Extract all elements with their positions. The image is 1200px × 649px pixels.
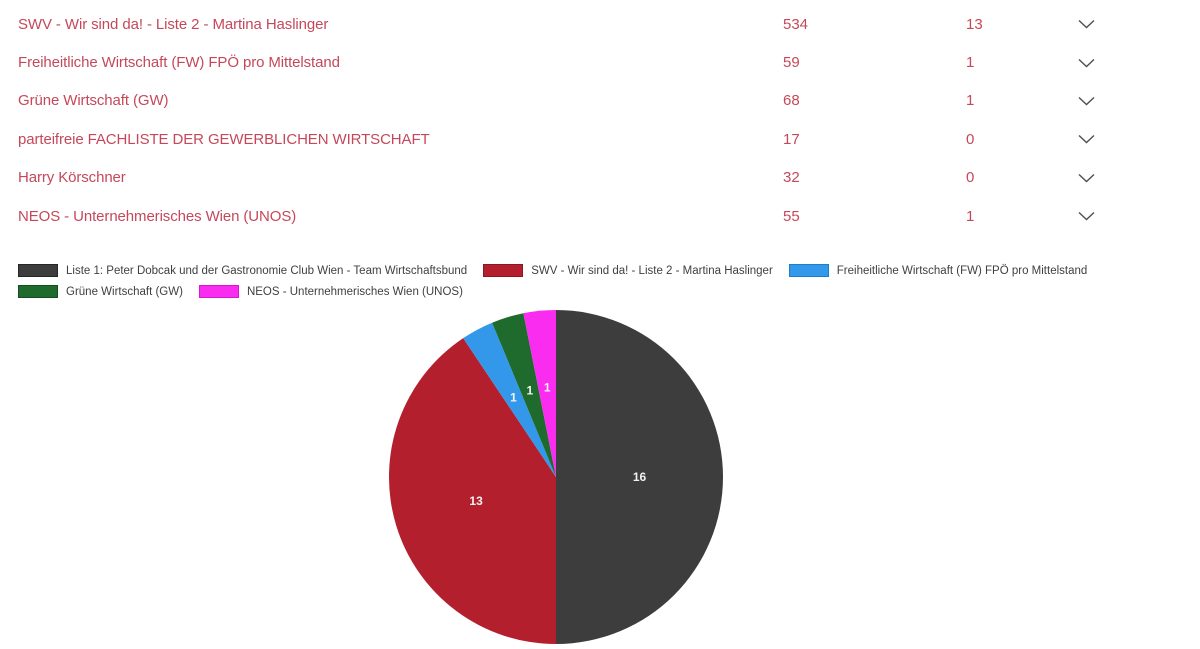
expand-row-button[interactable] [1078,19,1102,29]
party-name: Harry Körschner [18,169,126,187]
pie-slice[interactable] [556,310,723,644]
chevron-down-icon [1078,135,1095,144]
chevron-down-icon [1078,212,1095,221]
votes-value: 68 [783,92,800,110]
legend-swatch [483,264,524,277]
expand-row-button[interactable] [1078,134,1102,144]
table-row: Freiheitliche Wirtschaft (FW) FPÖ pro Mi… [0,43,1200,81]
legend-item[interactable]: Liste 1: Peter Dobcak und der Gastronomi… [18,264,467,277]
mandates-value: 0 [966,169,975,187]
legend-label: SWV - Wir sind da! - Liste 2 - Martina H… [531,264,773,277]
legend-swatch [198,285,239,298]
party-name: NEOS - Unternehmerisches Wien (UNOS) [18,207,297,225]
legend-label: Freiheitliche Wirtschaft (FW) FPÖ pro Mi… [836,264,1088,277]
party-name: parteifreie FACHLISTE DER GEWERBLICHEN W… [18,130,430,148]
mandates-value: 13 [966,15,983,33]
mandates-value: 1 [966,54,975,72]
pie-slice-label: 13 [469,494,483,508]
votes-value: 17 [783,130,800,148]
pie-slice[interactable] [388,338,556,644]
legend-swatch [18,264,58,277]
legend-label: Liste 1: Peter Dobcak und der Gastronomi… [66,264,468,277]
pie-slice-label: 1 [510,391,517,405]
expand-row-button[interactable] [1078,211,1102,221]
legend-item[interactable]: Grüne Wirtschaft (GW) [18,285,183,298]
legend-swatch [18,285,58,298]
expand-row-button[interactable] [1078,58,1102,68]
pie-slice[interactable] [492,313,556,477]
votes-value: 59 [783,54,800,72]
party-name: SWV - Wir sind da! - Liste 2 - Martina H… [18,15,329,33]
expand-row-button[interactable] [1078,96,1102,106]
chevron-down-icon [1078,58,1095,68]
table-row: NEOS - Unternehmerisches Wien (UNOS) 55 1 [0,197,1200,235]
mandates-value: 1 [966,92,975,110]
legend-swatch [788,264,829,277]
pie-chart-container: 16 13 1 1 1 [388,310,723,644]
legend-item[interactable]: Freiheitliche Wirtschaft (FW) FPÖ pro Mi… [788,264,1088,277]
table-row: parteifreie FACHLISTE DER GEWERBLICHEN W… [0,120,1200,158]
legend-item[interactable]: SWV - Wir sind da! - Liste 2 - Martina H… [483,264,773,277]
expand-row-button[interactable] [1078,173,1102,183]
chevron-down-icon [1078,173,1095,183]
chart-legend: Liste 1: Peter Dobcak und der Gastronomi… [18,264,1168,306]
legend-label: Grüne Wirtschaft (GW) [66,285,183,298]
party-name: Freiheitliche Wirtschaft (FW) FPÖ pro Mi… [18,54,340,72]
votes-value: 534 [783,15,809,33]
votes-value: 55 [783,207,800,225]
chevron-down-icon [1078,20,1095,29]
legend-label: NEOS - Unternehmerisches Wien (UNOS) [246,285,463,298]
table-row: Grüne Wirtschaft (GW) 68 1 [0,82,1200,120]
results-table: SWV - Wir sind da! - Liste 2 - Martina H… [0,5,1200,235]
table-row: Harry Körschner 32 0 [0,159,1200,197]
votes-value: 32 [783,169,800,187]
pie-slice-label: 16 [633,470,647,484]
legend-item[interactable]: NEOS - Unternehmerisches Wien (UNOS) [198,285,463,298]
pie-slice-label: 1 [544,380,551,394]
pie-slice-label: 1 [526,384,533,398]
party-name: Grüne Wirtschaft (GW) [18,92,169,110]
pie-slice[interactable] [523,310,556,477]
pie-slice[interactable] [463,322,556,477]
mandates-value: 1 [966,207,975,225]
mandates-value: 0 [966,130,975,148]
chevron-down-icon [1078,96,1095,106]
table-row: SWV - Wir sind da! - Liste 2 - Martina H… [0,5,1200,43]
